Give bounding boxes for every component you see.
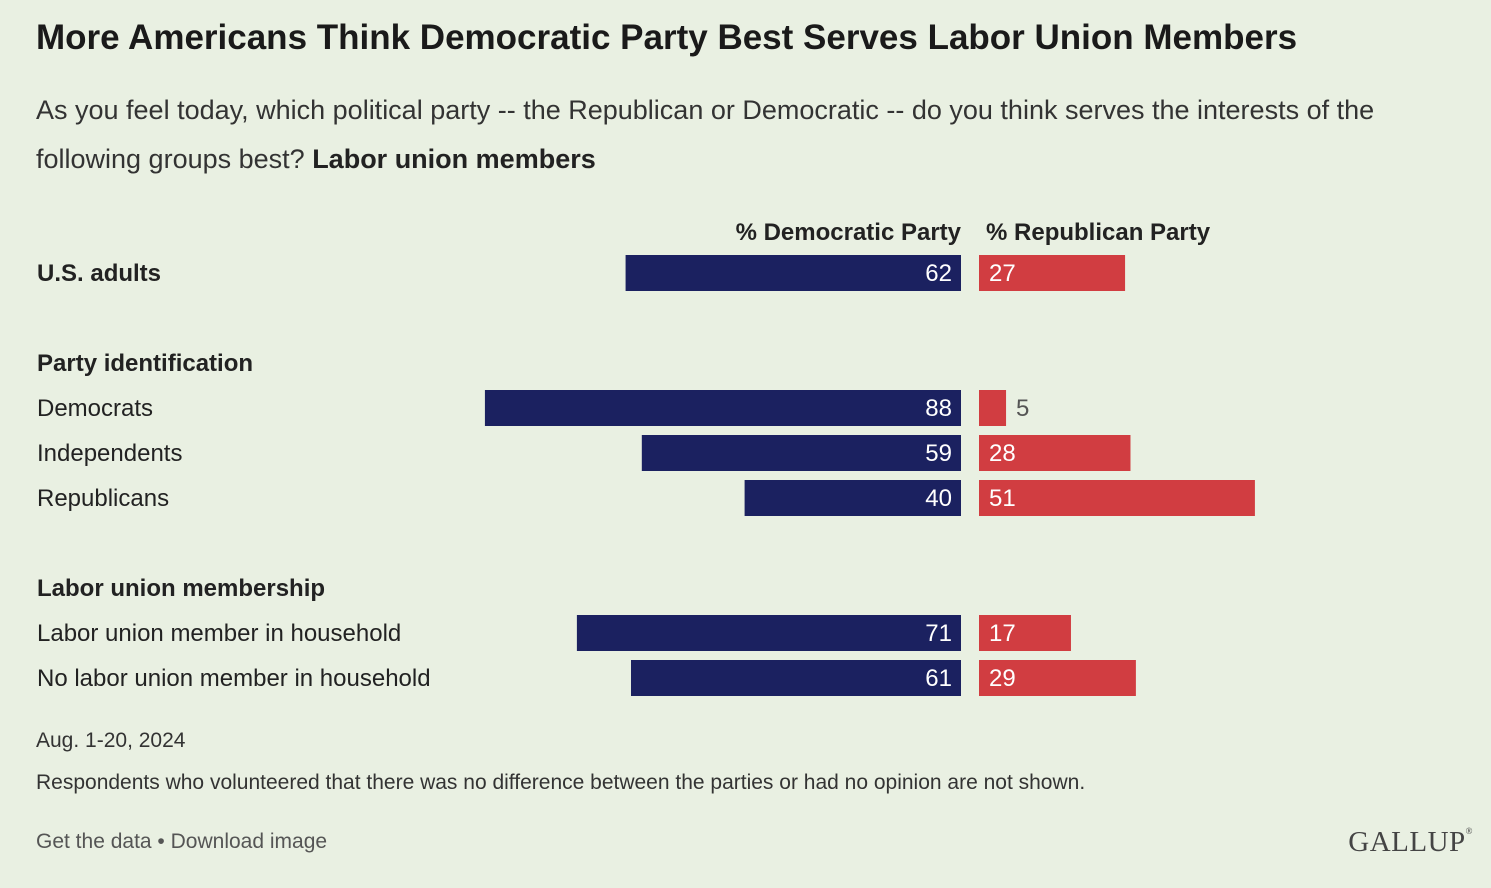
- rep-bar: [979, 480, 1255, 516]
- rep-value-label: 27: [989, 260, 1016, 287]
- dem-bar: [744, 480, 961, 516]
- rep-bar: [979, 615, 1071, 651]
- dem-bar: [625, 255, 961, 291]
- rep-column-header: % Republican Party: [986, 219, 1211, 246]
- footer-links: Get the data • Download image: [36, 830, 327, 854]
- link-separator: •: [151, 830, 171, 853]
- row-label: No labor union member in household: [37, 665, 431, 692]
- dem-bar: [576, 615, 961, 651]
- group-heading: Party identification: [37, 350, 253, 377]
- get-data-link[interactable]: Get the data: [36, 830, 152, 853]
- chart-title: More Americans Think Democratic Party Be…: [36, 18, 1298, 57]
- registered-mark: ®: [1465, 826, 1473, 836]
- rep-bar: [979, 660, 1136, 696]
- question-group: Labor union members: [312, 144, 596, 174]
- download-image-link[interactable]: Download image: [170, 830, 328, 853]
- dem-value-label: 61: [925, 665, 952, 692]
- group-heading: Labor union membership: [37, 575, 325, 602]
- dem-bar: [641, 435, 961, 471]
- dem-bar: [630, 660, 961, 696]
- chart-note: Respondents who volunteered that there w…: [36, 771, 1086, 794]
- logo-text: GALLUP: [1348, 826, 1466, 858]
- row-label: Labor union member in household: [37, 620, 401, 647]
- dem-value-label: 62: [925, 260, 952, 287]
- chart-subtitle: As you feel today, which political party…: [36, 86, 1466, 184]
- rep-bar: [979, 390, 1007, 426]
- rep-value-label: 5: [1016, 395, 1029, 422]
- rep-bar: [979, 255, 1126, 291]
- question-text: As you feel today, which political party…: [36, 95, 1375, 174]
- dem-value-label: 88: [925, 395, 952, 422]
- gallup-logo: GALLUP®: [1348, 826, 1473, 859]
- dem-value-label: 71: [925, 620, 952, 647]
- dem-column-header: % Democratic Party: [736, 219, 962, 246]
- row-label: Democrats: [37, 395, 153, 422]
- row-label: Republicans: [37, 485, 169, 512]
- survey-date: Aug. 1-20, 2024: [36, 729, 186, 752]
- group-heading: U.S. adults: [37, 260, 161, 287]
- rep-bar: [979, 435, 1131, 471]
- rep-value-label: 28: [989, 440, 1016, 467]
- bar-chart: % Democratic Party % Republican Party U.S.…: [37, 219, 1255, 696]
- rep-value-label: 51: [989, 485, 1016, 512]
- row-label: Independents: [37, 440, 182, 467]
- rep-value-label: 29: [989, 665, 1016, 692]
- dem-bar: [484, 390, 961, 426]
- dem-value-label: 59: [925, 440, 952, 467]
- rep-value-label: 17: [989, 620, 1016, 647]
- dem-value-label: 40: [925, 485, 952, 512]
